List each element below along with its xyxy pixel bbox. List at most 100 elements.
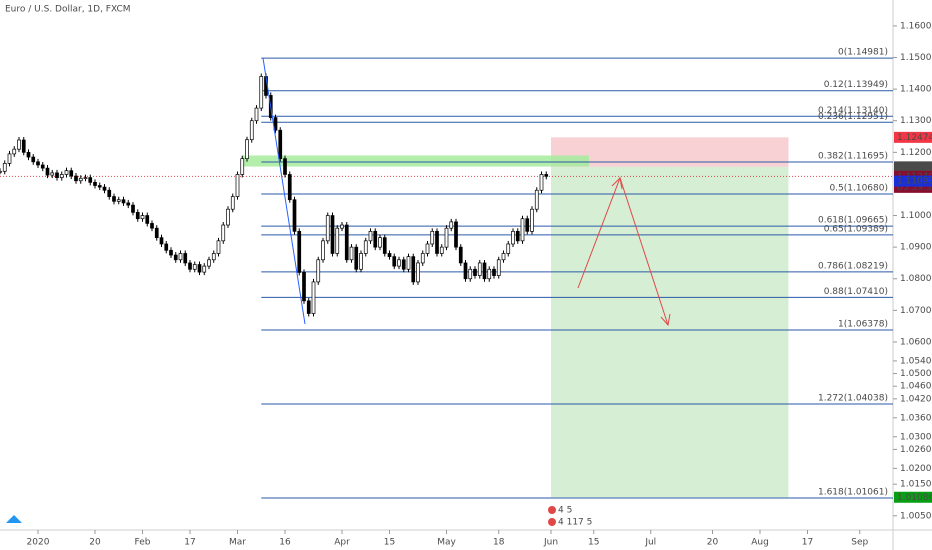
candle (12, 148, 17, 155)
x-tick-label: 15 (588, 538, 599, 548)
candle (368, 230, 373, 242)
candle (159, 237, 164, 245)
candle (344, 224, 349, 261)
candle (164, 243, 169, 251)
candle (349, 246, 354, 261)
y-tick-label: 1.02000 (900, 464, 932, 474)
candle (173, 254, 178, 261)
candle (515, 230, 520, 242)
candle (74, 175, 78, 182)
candle (88, 177, 93, 183)
candle (7, 153, 12, 164)
candle (21, 139, 26, 153)
x-tick-label: Feb (135, 538, 151, 548)
candle (83, 177, 88, 179)
candle (444, 227, 449, 248)
price-badge-label: 1.12474 (897, 133, 932, 143)
candle (126, 202, 131, 206)
trend-line (262, 57, 306, 325)
candle (525, 218, 530, 232)
y-tick-label: 1.05000 (900, 369, 932, 379)
y-tick-label: 1.09000 (900, 243, 932, 253)
candle (121, 199, 126, 204)
candle (520, 218, 525, 242)
candle (435, 230, 439, 254)
x-tick-label: 2020 (27, 538, 50, 548)
candle (397, 259, 401, 267)
candle (230, 196, 235, 210)
candle (116, 199, 121, 202)
fib-label: 0.12(1.13949) (824, 80, 888, 90)
candle (278, 129, 283, 160)
x-tick-label: 20 (707, 538, 719, 548)
candle (430, 230, 435, 245)
candle (378, 237, 382, 248)
y-tick-label: 1.16000 (900, 21, 932, 31)
candle (221, 224, 226, 242)
x-tick-label: 20 (89, 538, 101, 548)
candle (292, 199, 297, 232)
candle (254, 107, 259, 122)
candle (287, 174, 292, 201)
event-label: 4 117 5 (558, 518, 592, 528)
candle (216, 240, 221, 254)
candle (64, 170, 69, 175)
candle (373, 230, 378, 248)
price-badge-label: 1.11090 (897, 177, 932, 187)
candle (55, 172, 59, 178)
candle (354, 246, 359, 270)
y-tick-label: 1.08000 (900, 274, 932, 284)
candle (387, 253, 392, 257)
candle (420, 253, 425, 264)
candle (183, 253, 188, 264)
candle (17, 139, 21, 150)
candle (401, 259, 406, 270)
candle (454, 221, 458, 248)
candle (473, 268, 477, 276)
candle (463, 262, 468, 280)
candle (458, 246, 463, 264)
candle (477, 262, 482, 276)
candle (40, 164, 45, 169)
candle (468, 268, 473, 280)
candle (211, 253, 216, 261)
y-tick-label: 1.05400 (900, 356, 932, 366)
candle (50, 172, 55, 176)
y-tick-label: 1.06000 (900, 337, 932, 347)
zone (242, 155, 589, 167)
x-tick-label: 17 (184, 538, 195, 548)
candle (226, 208, 230, 226)
candle (506, 243, 511, 254)
y-tick-label: 1.14000 (900, 85, 932, 95)
candle (45, 167, 50, 176)
candle (539, 174, 544, 191)
candle (496, 259, 501, 276)
candle (131, 204, 135, 213)
x-tick-label: Jun (543, 538, 558, 548)
fib-label: 0.214(1.13140) (818, 106, 888, 116)
candle (311, 281, 316, 314)
candle (154, 227, 159, 239)
fib-label: 0(1.14981) (838, 48, 888, 58)
candle (340, 224, 344, 229)
y-tick-label: 1.03600 (900, 413, 932, 423)
y-tick-label: 1.04600 (900, 382, 932, 392)
candle (297, 230, 302, 273)
candle (207, 259, 211, 267)
candle (97, 185, 102, 188)
y-tick-label: 1.07000 (900, 306, 932, 316)
candle (335, 227, 340, 254)
candle (411, 256, 416, 283)
fib-label: 0.786(1.08219) (818, 261, 888, 271)
candle (169, 249, 173, 256)
candle (511, 230, 515, 245)
event-icon (548, 518, 556, 526)
logo (6, 515, 22, 523)
candle (416, 262, 420, 283)
y-tick-label: 1.01500 (900, 480, 932, 490)
x-tick-label: Mar (229, 538, 246, 548)
fib-label: 0.382(1.11695) (818, 151, 888, 161)
fib-label: 1(1.06378) (838, 320, 888, 330)
candle (363, 240, 368, 254)
